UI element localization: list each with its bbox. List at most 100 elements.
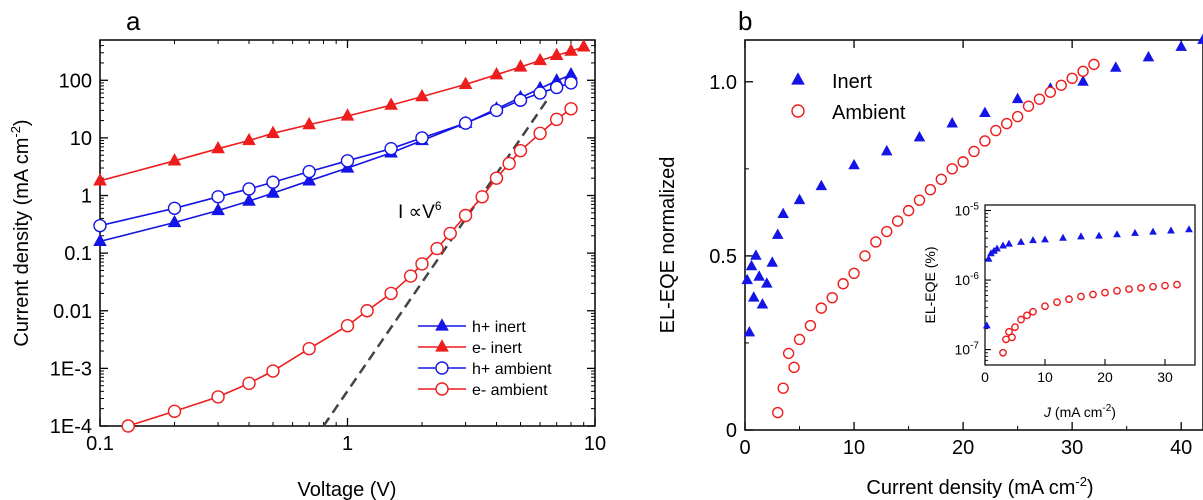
data-point	[1131, 228, 1139, 236]
data-point	[489, 67, 504, 80]
data-point	[1023, 311, 1031, 320]
data-point	[1161, 281, 1169, 290]
panel-b-letter: b	[738, 6, 752, 36]
panel-a-legend: h+ inert e- inert h+ ambient e- ambient	[418, 318, 552, 399]
data-point	[533, 52, 547, 66]
data-point	[458, 208, 473, 223]
legend-marker	[435, 361, 449, 375]
data-point	[1005, 239, 1013, 247]
data-point	[1197, 33, 1203, 44]
data-point	[771, 228, 784, 239]
series-2	[93, 76, 578, 233]
data-point	[340, 154, 355, 168]
data-point	[891, 215, 904, 227]
b-xlabel-end: )	[1087, 477, 1094, 499]
data-point	[266, 125, 280, 138]
panel-b-plot-frame	[744, 39, 1203, 431]
data-point	[1011, 323, 1019, 332]
y-tick-label: 100	[59, 70, 92, 92]
data-point	[982, 321, 991, 329]
data-point	[993, 244, 1001, 252]
data-point	[1095, 231, 1103, 239]
data-point	[242, 182, 256, 196]
data-point	[1149, 282, 1157, 291]
panel-b: 0 10 20 30 40 0 0.5 1.0 Inert Ambient Current de…	[657, 33, 1203, 499]
y-tick-label: 1	[81, 186, 92, 208]
data-point	[1017, 237, 1025, 245]
panel-b-legend: Inert Ambient	[791, 71, 906, 124]
panel-a-letter: a	[126, 6, 141, 36]
data-point	[999, 348, 1007, 357]
data-point	[999, 241, 1007, 249]
data-point	[302, 341, 316, 356]
data-point	[750, 249, 762, 260]
data-point	[902, 204, 915, 217]
panel-a-x-axis-title: Voltage (V)	[298, 479, 397, 500]
legend-marker	[435, 382, 449, 396]
data-point	[782, 347, 795, 360]
y-tick-label: 1.0	[709, 72, 737, 94]
data-point	[979, 135, 991, 147]
inset-xlabel-italic: J	[1043, 404, 1052, 420]
data-point	[242, 376, 256, 391]
data-point	[1137, 284, 1145, 292]
data-point	[1077, 292, 1085, 301]
series-1	[772, 58, 1100, 419]
data-point	[533, 126, 547, 141]
data-point	[984, 254, 993, 262]
data-point	[1041, 302, 1049, 311]
data-point	[266, 175, 280, 189]
data-point	[93, 233, 107, 247]
data-point	[788, 361, 800, 374]
data-point	[576, 39, 591, 52]
data-point	[167, 404, 182, 418]
inset-y-tick-label: 10-6	[955, 271, 980, 288]
data-point	[430, 241, 444, 256]
data-point	[489, 103, 504, 118]
data-point	[1077, 65, 1089, 78]
y-tick-label: 0	[726, 420, 737, 442]
panel-a-y-axis-title: Current density (mA cm-2)	[8, 119, 33, 346]
data-point	[1008, 333, 1016, 342]
legend-label: e- inert	[472, 340, 522, 357]
data-point	[1149, 227, 1157, 235]
data-point	[990, 124, 1002, 137]
data-point	[242, 193, 256, 206]
data-point	[384, 286, 398, 301]
y-tick-label: 1E-4	[50, 416, 92, 438]
data-point	[489, 171, 504, 185]
legend-label: h+ inert	[472, 319, 526, 336]
data-point	[513, 143, 528, 158]
data-point	[804, 319, 817, 332]
inset-x-tick-label: 10	[1037, 369, 1053, 385]
data-point	[340, 319, 355, 333]
data-point	[957, 156, 969, 168]
data-point	[1125, 285, 1133, 294]
inset-y-axis-title: EL-EQE (%)	[922, 246, 938, 323]
data-point	[211, 140, 225, 154]
data-point	[302, 173, 316, 186]
data-point	[211, 190, 225, 204]
data-point	[1089, 290, 1097, 299]
inset-y-tick-base: 10	[955, 203, 971, 219]
y-tick-label: 1E-3	[50, 358, 92, 380]
data-point	[1175, 40, 1187, 51]
legend-label: e- ambient	[472, 382, 548, 399]
x-tick-label: 0.1	[86, 433, 114, 455]
panel-a-series	[93, 39, 591, 433]
data-point	[1017, 315, 1025, 324]
data-point	[741, 273, 753, 285]
data-point	[1173, 280, 1181, 289]
data-point	[766, 256, 779, 267]
data-point	[1101, 288, 1109, 297]
data-point	[848, 158, 860, 170]
y-tick-label: 0.1	[64, 243, 92, 265]
data-point	[1001, 117, 1013, 130]
inset-xlabel-main: (mA cm	[1051, 404, 1102, 420]
data-point	[1110, 61, 1122, 72]
data-point	[384, 141, 398, 156]
data-point	[777, 382, 789, 394]
data-point	[935, 173, 947, 185]
